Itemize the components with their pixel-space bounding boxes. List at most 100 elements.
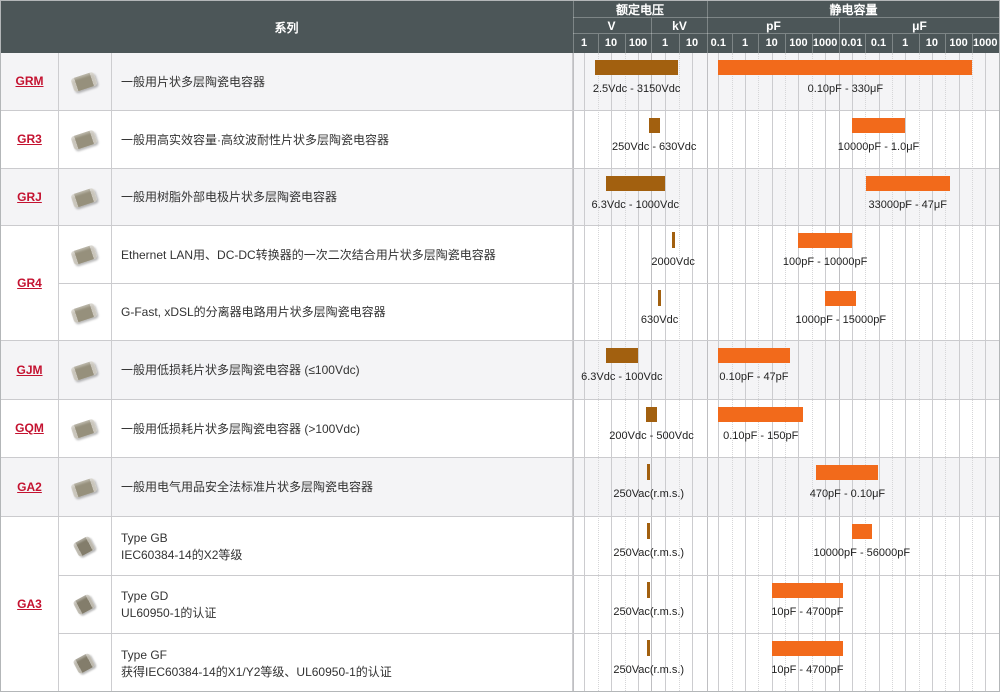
- row-description: Type GD UL60950-1的认证: [121, 576, 569, 634]
- capacitance-range-bar: [865, 176, 950, 191]
- grid-line: [878, 53, 880, 691]
- capacitance-range-label: 33000pF - 47μF: [868, 199, 947, 211]
- grid-line: [584, 53, 585, 691]
- grid-line-minor: [597, 53, 599, 691]
- row-border: [1, 516, 999, 517]
- unit-header-pf: pF: [766, 18, 781, 33]
- capacitance-range-bar: [718, 60, 973, 75]
- row-border: [58, 283, 999, 284]
- grid-line-minor: [891, 53, 893, 691]
- series-column-header: 系列: [274, 20, 299, 35]
- voltage-range-bar: [647, 640, 651, 656]
- axis-tick-label: 10: [925, 37, 939, 49]
- grid-line: [692, 53, 693, 691]
- header-divider: [573, 17, 999, 18]
- series-link[interactable]: GA2: [17, 479, 42, 494]
- voltage-range-label: 2.5Vdc - 3150Vdc: [592, 83, 681, 95]
- grid-line-minor: [865, 53, 867, 691]
- capacitance-range-label: 10000pF - 56000pF: [813, 547, 911, 559]
- header-tick-divider: [918, 34, 920, 53]
- series-link[interactable]: GRM: [15, 74, 44, 88]
- axis-tick-label: 1: [580, 37, 588, 49]
- voltage-range-bar: [605, 348, 638, 363]
- grid-line-minor: [918, 53, 920, 691]
- header-divider: [573, 33, 999, 34]
- capacitance-range-label: 1000pF - 15000pF: [795, 314, 887, 326]
- row-border: [1, 457, 999, 458]
- capacitance-range-label: 0.10pF - 150pF: [723, 430, 799, 442]
- axis-section-border: [839, 53, 840, 691]
- header-tick-divider: [758, 34, 760, 53]
- row-description-line: G-Fast, xDSL的分离器电路用片状多层陶瓷电容器: [121, 305, 386, 319]
- series-row-background: [1, 341, 999, 400]
- voltage-range-bar: [648, 118, 660, 133]
- row-description: Type GB IEC60384-14的X2等级: [121, 517, 569, 576]
- header-tick-divider: [891, 34, 893, 53]
- axis-tick-label: 0.01: [841, 37, 863, 49]
- axis-tick-label: 10: [765, 37, 778, 49]
- grid-line-minor: [811, 53, 813, 691]
- axis-tick-label: 1: [902, 37, 909, 49]
- header-tick-divider: [971, 34, 973, 53]
- voltage-range-label: 250Vdc - 630Vdc: [611, 141, 697, 153]
- grid-line: [851, 53, 853, 691]
- capacitance-range-bar: [825, 291, 857, 306]
- capacitance-range-bar: [771, 641, 844, 656]
- row-description-line: 一般用片状多层陶瓷电容器: [121, 74, 266, 89]
- row-border: [1, 168, 999, 169]
- grid-line: [931, 53, 933, 691]
- row-description: 一般用树脂外部电极片状多层陶瓷电容器: [121, 169, 569, 226]
- voltage-range-label: 250Vac(r.m.s.): [613, 547, 685, 559]
- voltage-range-label: 200Vdc - 500Vdc: [609, 430, 694, 442]
- voltage-range-bar: [605, 176, 665, 191]
- header-tick-divider: [624, 34, 626, 53]
- voltage-range-label: 6.3Vdc - 100Vdc: [581, 371, 663, 383]
- voltage-range-label: 250Vac(r.m.s.): [613, 606, 685, 618]
- row-description: 一般用片状多层陶瓷电容器: [121, 53, 569, 111]
- header-tick-divider: [597, 34, 599, 53]
- row-description-line: 一般用电气用品安全法标准片状多层陶瓷电容器: [121, 480, 374, 494]
- capacitance-range-bar: [851, 118, 906, 133]
- series-link[interactable]: GJM: [16, 362, 43, 377]
- voltage-range-label: 6.3Vdc - 1000Vdc: [591, 199, 680, 211]
- grid-line: [638, 53, 639, 691]
- capacitance-range-bar: [718, 348, 790, 363]
- grid-line-minor: [971, 53, 973, 691]
- capacitance-range-bar: [718, 407, 804, 422]
- row-description-line: 一般用高实效容量·高纹波耐性片状多层陶瓷电容器: [121, 132, 389, 147]
- series-link[interactable]: GA3: [17, 597, 42, 611]
- row-description-line: Type GD: [121, 589, 169, 603]
- row-description-line: Type GF: [121, 647, 168, 662]
- unit-header-uf: μF: [912, 18, 927, 33]
- column-border: [111, 53, 112, 691]
- grid-line: [905, 53, 907, 691]
- series-link[interactable]: GR3: [17, 132, 42, 146]
- row-border: [58, 575, 999, 576]
- row-description-line: UL60950-1的认证: [121, 606, 217, 620]
- header-divider: [651, 18, 652, 53]
- voltage-range-label: 250Vac(r.m.s.): [613, 664, 685, 676]
- series-link[interactable]: GRJ: [17, 189, 42, 204]
- axis-tick-label: 10: [604, 37, 618, 49]
- voltage-range-bar: [658, 290, 662, 306]
- axis-tick-label: 1000: [812, 37, 838, 49]
- series-row-background: [1, 400, 999, 458]
- axis-tick-label: 100: [949, 37, 968, 49]
- grid-line: [771, 53, 773, 691]
- grid-line: [985, 53, 987, 691]
- series-row-background: [1, 517, 999, 691]
- row-border: [58, 633, 999, 634]
- series-link[interactable]: GR4: [17, 275, 42, 290]
- table-body: GRM GR3 GRJ GR4 GJM GQM GA2 GA3 一般用片状多层陶瓷电容器 2.5V…: [1, 53, 999, 691]
- row-description-line: 获得IEC60384-14的X1/Y2等级、UL60950-1的认证: [121, 664, 392, 679]
- grid-line-minor: [678, 53, 680, 691]
- row-description-line: 一般用树脂外部电极片状多层陶瓷电容器: [121, 190, 338, 204]
- series-link[interactable]: GQM: [15, 421, 44, 435]
- axis-tick-label: 1000: [973, 37, 998, 49]
- column-border: [58, 53, 59, 691]
- table-header: 系列 额定电压 静电容量 V kV pF μF 1 10 100 1 10 0.1 1 10 1…: [1, 1, 999, 53]
- grid-line: [611, 53, 612, 691]
- voltage-range-bar: [647, 582, 651, 598]
- rated-voltage-header: 额定电压: [615, 2, 664, 17]
- grid-line: [825, 53, 827, 691]
